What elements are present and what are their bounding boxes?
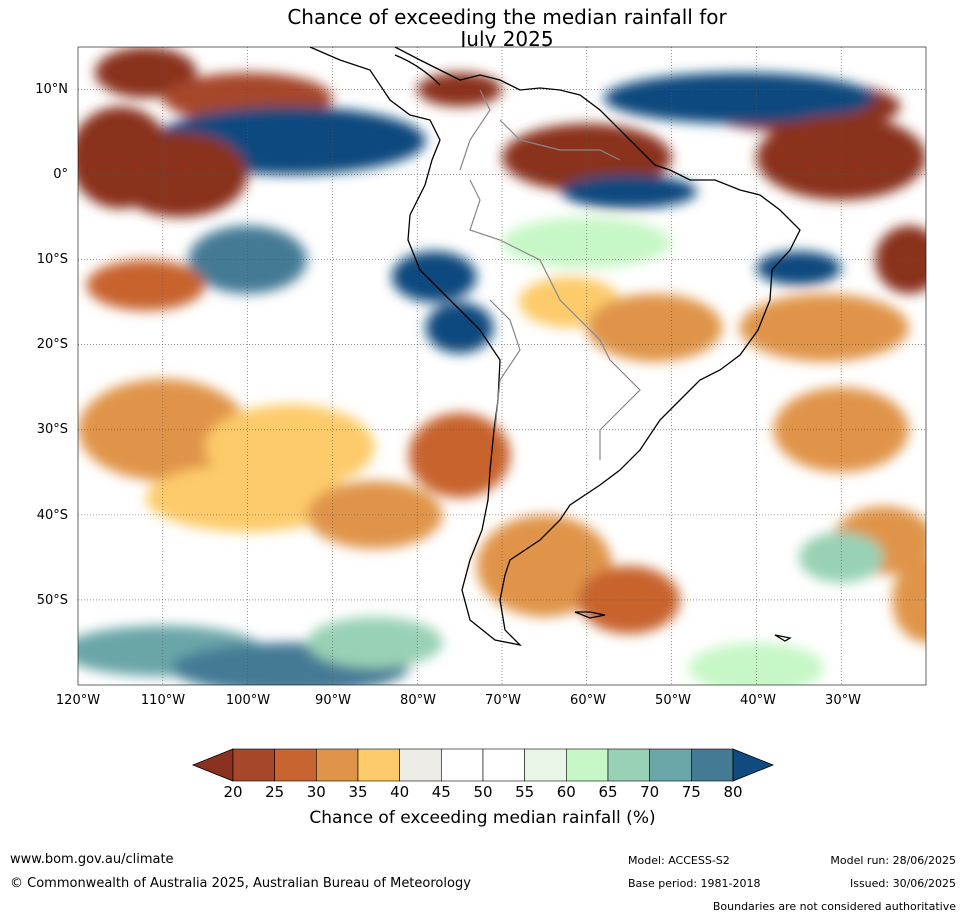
- colorbar-tick-75: 75: [681, 783, 701, 801]
- lat-label-10n: 10°N: [35, 82, 68, 97]
- colorbar-tick-30: 30: [306, 783, 326, 801]
- map-frame: [77, 46, 927, 686]
- country-borders: [459, 89, 641, 460]
- coastlines: [309, 47, 801, 647]
- colorbar-cell: [566, 748, 609, 782]
- footer-disclaimer: Boundaries are not considered authoritat…: [712, 900, 956, 913]
- colorbar-cell: [316, 748, 359, 782]
- colorbar-tick-60: 60: [556, 783, 576, 801]
- colorbar-cell: [524, 748, 567, 782]
- rainfall-patch: [476, 514, 613, 617]
- colorbar-cells: [232, 748, 734, 782]
- colorbar-tick-20: 20: [223, 783, 243, 801]
- colorbar-cell: [482, 748, 525, 782]
- rainfall-patch: [306, 616, 443, 668]
- colorbar-tick-55: 55: [515, 783, 535, 801]
- lon-label-70w: 70°W: [485, 693, 521, 708]
- rainfall-patch: [188, 225, 307, 294]
- colorbar-cell: [607, 748, 650, 782]
- colorbar-cell: [649, 748, 692, 782]
- footer-url[interactable]: www.bom.gov.au/climate: [10, 852, 174, 867]
- colorbar-tick-40: 40: [390, 783, 410, 801]
- colorbar-cell: [441, 748, 484, 782]
- rainfall-patch: [408, 412, 511, 498]
- lat-label-50s: 50°S: [36, 593, 68, 608]
- rainfall-patch: [391, 251, 477, 303]
- rainfall-patch: [425, 302, 494, 354]
- rainfall-patch: [688, 642, 825, 685]
- lon-label-120w: 120°W: [55, 693, 101, 708]
- rainfall-patch: [306, 480, 443, 549]
- rainfall-patch: [561, 174, 698, 209]
- colorbar-cell: [357, 748, 400, 782]
- rainfall-patch: [94, 47, 197, 99]
- colorbar-tick-50: 50: [473, 783, 493, 801]
- colorbar-tick-65: 65: [598, 783, 618, 801]
- colorbar-over-arrow: [732, 748, 775, 782]
- lat-label-10s: 10°S: [36, 252, 68, 267]
- rainfall-patch: [756, 115, 926, 201]
- rainfall-probability-field: [78, 47, 926, 685]
- lon-label-60w: 60°W: [570, 693, 606, 708]
- rainfall-probability-map: [77, 46, 927, 686]
- colorbar-under-arrow: [191, 748, 234, 782]
- map-title-line-2: July 2025: [460, 27, 554, 51]
- rainfall-patch: [586, 293, 723, 362]
- footer-copyright: © Commonwealth of Australia 2025, Austra…: [10, 876, 471, 891]
- colorbar-label: Chance of exceeding median rainfall (%): [309, 808, 656, 828]
- colorbar-tick-35: 35: [348, 783, 368, 801]
- lat-label-40s: 40°S: [36, 508, 68, 523]
- lat-label-20s: 20°S: [36, 337, 68, 352]
- colorbar-tick-70: 70: [640, 783, 660, 801]
- map-plot-area: [78, 47, 926, 685]
- rainfall-patch: [86, 259, 206, 311]
- lat-label-0: 0°: [53, 167, 68, 182]
- lon-label-30w: 30°W: [825, 693, 861, 708]
- colorbar-tick-45: 45: [431, 783, 451, 801]
- colorbar-tick-80: 80: [723, 783, 743, 801]
- lon-label-80w: 80°W: [400, 693, 436, 708]
- map-title-line-1: Chance of exceeding the median rainfall …: [287, 5, 727, 29]
- lon-label-100w: 100°W: [225, 693, 271, 708]
- footer-base-period: Base period: 1981-2018: [628, 877, 761, 890]
- lon-label-50w: 50°W: [655, 693, 691, 708]
- rainfall-patch: [773, 387, 910, 473]
- colorbar-cell: [232, 748, 275, 782]
- rainfall-patch: [739, 293, 910, 362]
- graticule: [78, 47, 926, 685]
- lon-label-110w: 110°W: [140, 693, 186, 708]
- lon-label-40w: 40°W: [740, 693, 776, 708]
- footer-issued: Issued: 30/06/2025: [849, 877, 956, 890]
- colorbar-cell: [399, 748, 442, 782]
- footer-model-run: Model run: 28/06/2025: [830, 854, 956, 867]
- colorbar-cell: [691, 748, 734, 782]
- lon-label-90w: 90°W: [315, 693, 351, 708]
- rainfall-patch: [78, 106, 172, 209]
- lat-label-30s: 30°S: [36, 422, 68, 437]
- footer-model: Model: ACCESS-S2: [628, 854, 730, 867]
- colorbar-cell: [274, 748, 317, 782]
- colorbar-tick-25: 25: [265, 783, 285, 801]
- rainfall-patch: [578, 565, 681, 634]
